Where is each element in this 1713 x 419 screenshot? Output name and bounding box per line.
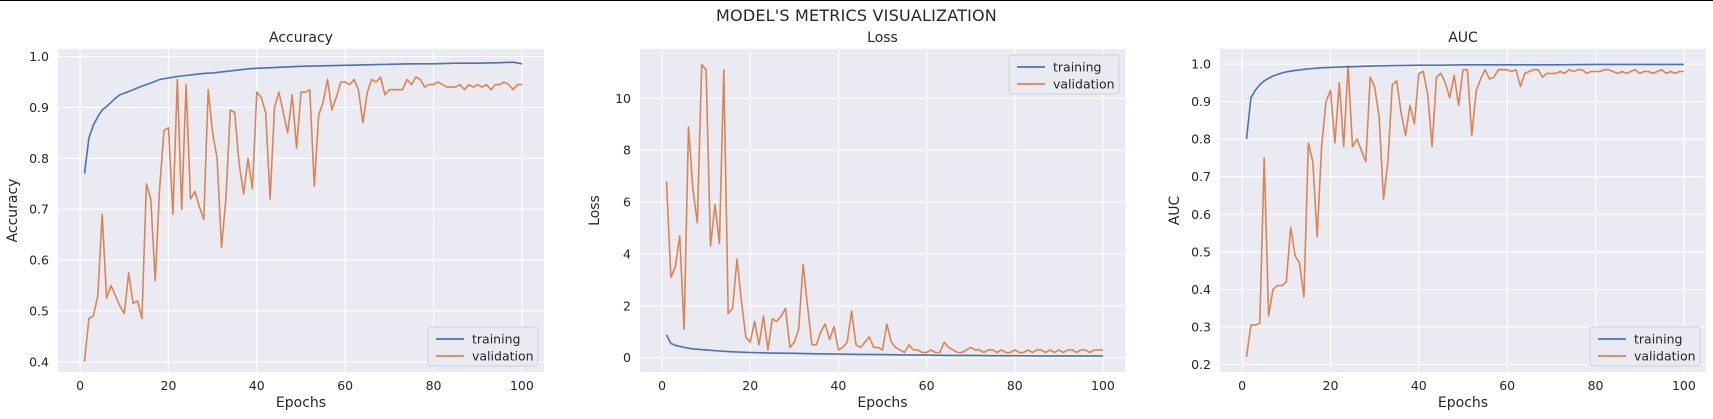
- y-tick-label: 10: [615, 91, 631, 106]
- y-tick-label: 0.2: [1191, 357, 1211, 372]
- y-tick-label: 0.4: [29, 354, 49, 369]
- legend-label-validation: validation: [1634, 349, 1696, 364]
- x-tick-label: 80: [426, 378, 442, 393]
- x-tick-label: 100: [510, 378, 534, 393]
- x-axis-label: Epochs: [857, 395, 907, 411]
- plot-background: [58, 49, 544, 372]
- series-training-line: [665, 334, 1103, 357]
- plot-background: [1220, 49, 1706, 372]
- y-tick-label: 6: [623, 195, 631, 210]
- chart-auc-panel: 0 20 40 60 80 100 0.2 0.3 0.4 0.5 0.6 0.7 0.8 0.9 1.0 A…: [1167, 30, 1706, 411]
- y-tick-label: 1.0: [29, 49, 49, 64]
- x-tick-label: 40: [249, 378, 265, 393]
- y-tick-label: 0.9: [29, 100, 49, 115]
- x-tick-label: 0: [1238, 378, 1246, 393]
- y-tick-label: 0.7: [1191, 169, 1211, 184]
- chart-accuracy-panel: 0 20 40 60 80 100 0.4 0.5 0.6 0.7 0.8 0.9 1.0 Accurac…: [5, 30, 544, 411]
- figure-suptitle: MODEL'S METRICS VISUALIZATION: [716, 6, 997, 25]
- x-tick-label: 80: [1588, 378, 1604, 393]
- x-tick-label: 40: [830, 378, 846, 393]
- y-tick-label: 0.8: [29, 151, 49, 166]
- y-tick-label: 0.9: [1191, 94, 1211, 109]
- y-tick-label: 2: [623, 298, 631, 313]
- y-tick-label: 0.3: [1191, 319, 1211, 334]
- legend-label-validation: validation: [472, 349, 534, 364]
- legend: training validation: [427, 326, 539, 367]
- x-tick-label: 40: [1411, 378, 1427, 393]
- chart-loss-panel: 0 20 40 60 80 100 0 2 4 6 8 10 Loss Epochs Loss trainin…: [587, 30, 1125, 411]
- legend-label-training: training: [1053, 60, 1101, 75]
- y-tick-label: 0.7: [29, 202, 49, 217]
- legend-label-training: training: [1634, 332, 1682, 347]
- y-tick-label: 8: [623, 143, 631, 158]
- y-axis-label: Loss: [587, 195, 603, 226]
- y-tick-label: 4: [623, 246, 631, 261]
- y-axis-label: Accuracy: [5, 179, 21, 243]
- chart-title: Loss: [867, 30, 898, 46]
- x-axis-label: Epochs: [276, 395, 326, 411]
- x-tick-label: 0: [76, 378, 84, 393]
- chart-title: Accuracy: [269, 30, 333, 46]
- y-tick-label: 0.8: [1191, 132, 1211, 147]
- y-tick-label: 0.4: [1191, 282, 1211, 297]
- x-tick-label: 60: [1499, 378, 1515, 393]
- x-tick-label: 100: [1091, 378, 1115, 393]
- x-tick-label: 20: [161, 378, 177, 393]
- y-tick-label: 0: [623, 350, 631, 365]
- legend-label-validation: validation: [1053, 77, 1115, 92]
- x-tick-label: 100: [1672, 378, 1696, 393]
- legend: training validation: [1008, 54, 1120, 95]
- series-validation-line: [665, 63, 1103, 354]
- x-tick-label: 80: [1007, 378, 1023, 393]
- legend: training validation: [1589, 326, 1701, 367]
- x-tick-label: 60: [919, 378, 935, 393]
- figure-top-border: [0, 0, 1713, 1]
- y-tick-label: 0.5: [1191, 244, 1211, 259]
- y-tick-label: 0.6: [29, 253, 49, 268]
- x-tick-label: 20: [742, 378, 758, 393]
- x-tick-label: 20: [1323, 378, 1339, 393]
- x-tick-label: 60: [337, 378, 353, 393]
- y-tick-label: 0.5: [29, 303, 49, 318]
- plot-background: [640, 49, 1125, 372]
- chart-title: AUC: [1448, 30, 1478, 46]
- y-axis-label: AUC: [1167, 195, 1183, 225]
- y-tick-label: 1.0: [1191, 57, 1211, 72]
- x-axis-label: Epochs: [1438, 395, 1488, 411]
- x-tick-label: 0: [658, 378, 666, 393]
- series-training-line: [1245, 63, 1684, 140]
- series-validation-line: [83, 76, 522, 362]
- y-tick-label: 0.6: [1191, 207, 1211, 222]
- series-validation-line: [1245, 65, 1684, 358]
- legend-label-training: training: [472, 332, 520, 347]
- series-training-line: [83, 61, 523, 174]
